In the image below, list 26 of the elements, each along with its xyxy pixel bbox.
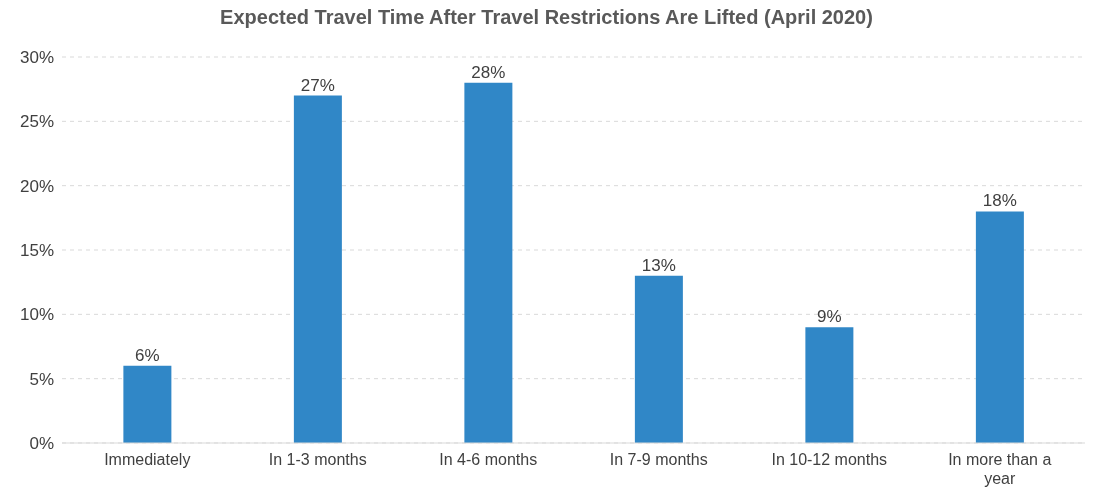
bar [123,365,172,443]
x-tick-label: In 10-12 months [771,451,888,468]
x-tick-label: In 4-6 months [439,451,538,468]
x-tick-label: In more than a year [948,451,1052,487]
bar [464,82,513,443]
bar [805,327,854,443]
y-tick-label: 0% [29,434,54,454]
data-label: 27% [300,75,335,95]
x-tick-label: In 1-3 months [268,451,367,468]
y-tick-label: 15% [19,241,54,261]
chart-title: Expected Travel Time After Travel Restrictions Are Lifted (April 2020) [219,6,874,29]
y-tick-label: 5% [29,369,54,389]
y-tick-label: 10% [19,305,54,325]
data-label: 9% [817,307,842,327]
data-label: 18% [982,191,1017,211]
y-tick-label: 30% [19,48,54,68]
y-tick-label: 20% [19,176,54,196]
y-tick-label: 25% [19,112,54,132]
bar [293,95,342,443]
data-label: 13% [641,255,676,275]
bar [975,211,1024,443]
x-tick-label: Immediately [104,451,191,468]
data-label: 28% [471,62,506,82]
data-label: 6% [135,345,160,365]
x-tick-label: In 7-9 months [609,451,708,468]
bar [634,275,683,443]
